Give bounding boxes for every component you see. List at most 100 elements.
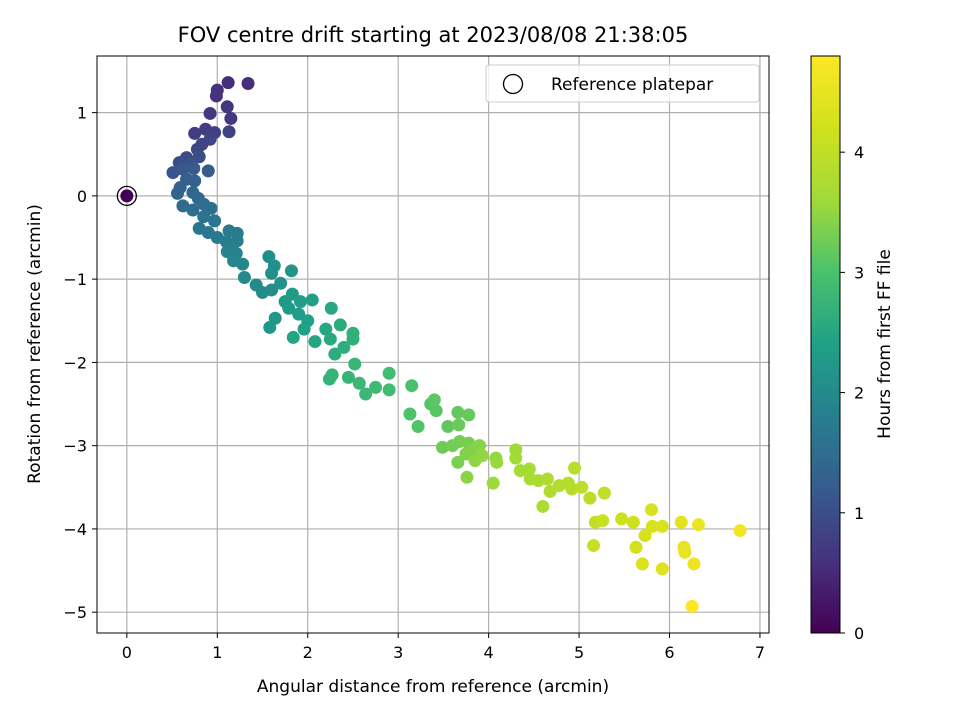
data-point	[220, 100, 234, 114]
data-point	[236, 257, 250, 271]
y-axis-ticks: −5 −4 −3 −2 −1 0 1	[63, 104, 97, 622]
data-point	[176, 162, 190, 176]
x-tick-label: 3	[393, 643, 403, 662]
data-point	[473, 439, 487, 453]
data-point	[352, 376, 366, 390]
data-point	[203, 106, 217, 120]
data-point	[201, 164, 215, 178]
data-point	[337, 340, 351, 354]
data-point	[197, 210, 211, 224]
data-point	[565, 482, 579, 496]
data-point	[292, 307, 306, 321]
colorbar-gradient	[810, 55, 841, 634]
data-point	[297, 322, 311, 336]
data-point	[638, 529, 652, 543]
data-point	[536, 499, 550, 513]
data-point	[170, 186, 184, 200]
colorbar: 0 1 2 3 4 Hours from first FF file	[810, 55, 895, 643]
data-point	[441, 420, 455, 434]
data-point	[286, 330, 300, 344]
data-point	[575, 480, 589, 494]
data-point	[325, 368, 339, 382]
data-point	[540, 472, 554, 486]
colorbar-tick-label: 3	[854, 263, 864, 282]
data-point	[629, 540, 643, 554]
x-axis-ticks: 0 1 2 3 4 5 6 7	[122, 633, 765, 662]
x-axis-label: Angular distance from reference (arcmin)	[257, 677, 609, 697]
data-point	[176, 199, 190, 213]
x-tick-label: 4	[484, 643, 494, 662]
data-point	[486, 476, 500, 490]
data-point	[615, 512, 629, 526]
plot-frame	[96, 55, 770, 634]
data-point	[678, 545, 692, 559]
data-point	[333, 318, 347, 332]
colorbar-ticks: 0 1 2 3 4	[840, 143, 864, 643]
data-point	[188, 126, 202, 140]
legend: Reference platepar	[485, 64, 760, 103]
data-point	[522, 462, 536, 476]
x-tick-label: 5	[574, 643, 584, 662]
chart-title: FOV centre drift starting at 2023/08/08 …	[178, 23, 689, 47]
data-point	[308, 335, 322, 349]
y-axis-label: Rotation from reference (arcmin)	[25, 204, 45, 484]
data-point	[475, 449, 489, 463]
data-point	[435, 440, 449, 454]
data-point	[645, 519, 659, 533]
data-point	[462, 408, 476, 422]
data-point	[596, 514, 610, 528]
data-point	[341, 370, 355, 384]
data-point	[319, 322, 333, 336]
data-point	[305, 293, 319, 307]
data-point	[192, 150, 206, 164]
grid	[97, 56, 769, 633]
data-point	[403, 407, 417, 421]
data-point	[568, 461, 582, 475]
legend-label: Reference platepar	[551, 75, 713, 95]
data-point	[733, 524, 747, 538]
data-point	[369, 380, 383, 394]
y-tick-label: −2	[63, 353, 87, 372]
data-point	[691, 518, 705, 532]
data-point	[186, 203, 200, 217]
data-point	[324, 301, 338, 315]
data-point	[451, 455, 465, 469]
y-tick-label: 1	[77, 104, 87, 123]
data-point	[209, 89, 223, 103]
y-tick-label: −5	[63, 603, 87, 622]
x-tick-label: 0	[122, 643, 132, 662]
data-point	[382, 383, 396, 397]
data-point	[587, 539, 601, 553]
data-point	[224, 111, 238, 125]
colorbar-label: Hours from first FF file	[875, 249, 895, 439]
data-point	[237, 270, 251, 284]
data-point	[328, 347, 342, 361]
colorbar-tick-label: 1	[854, 504, 864, 523]
data-point	[427, 393, 441, 407]
data-point	[451, 405, 465, 419]
data-point	[274, 276, 288, 290]
data-point	[460, 470, 474, 484]
x-tick-label: 7	[755, 643, 765, 662]
data-point	[222, 125, 236, 139]
y-tick-label: 0	[77, 187, 87, 206]
scatter-points	[116, 76, 747, 613]
data-point	[429, 404, 443, 418]
data-point	[583, 491, 597, 505]
data-point	[490, 455, 504, 469]
x-tick-label: 2	[303, 643, 313, 662]
data-point	[188, 174, 202, 188]
y-tick-label: −3	[63, 437, 87, 456]
data-point	[208, 214, 222, 228]
data-point	[348, 357, 362, 371]
data-point	[221, 76, 235, 90]
data-point	[323, 332, 337, 346]
data-point	[293, 295, 307, 309]
data-point	[265, 283, 279, 297]
data-point	[241, 76, 255, 90]
data-point	[674, 515, 688, 529]
colorbar-tick-label: 4	[854, 143, 864, 162]
data-point	[655, 519, 669, 533]
y-tick-label: −4	[63, 520, 87, 539]
